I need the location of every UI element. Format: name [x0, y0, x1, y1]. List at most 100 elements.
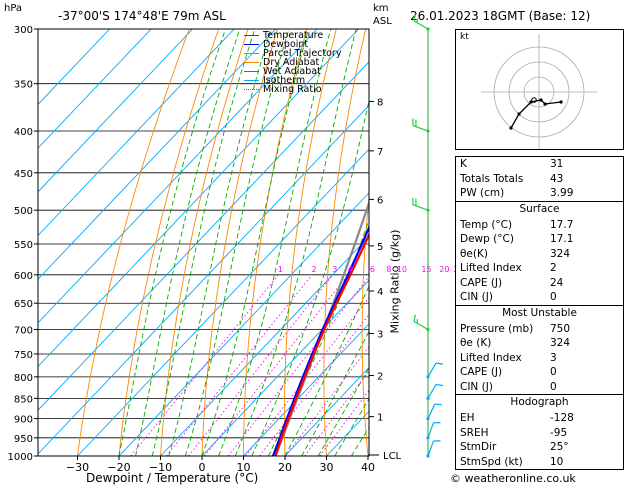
- pressure-tick-label: 500: [14, 206, 33, 217]
- legend-label: Parcel Trajectory: [263, 48, 342, 59]
- wet-adiabat-line: [218, 29, 332, 456]
- isotherm-line: [201, 279, 369, 456]
- pressure-tick-label: 900: [14, 415, 33, 426]
- wind-barb: [413, 314, 430, 332]
- hpa-label: hPa: [4, 3, 23, 14]
- pressure-tick-label: 650: [14, 299, 33, 310]
- index-key: StmDir: [460, 441, 497, 453]
- index-row: θe (K) 324: [456, 336, 623, 351]
- km-tick-label: 1: [377, 413, 383, 424]
- dry-adiabat-line: [399, 29, 424, 456]
- isotherm-line: [38, 29, 110, 106]
- index-row: Totals Totals 43: [456, 172, 623, 187]
- wet-adiabat-line: [168, 29, 272, 456]
- pressure-tick-label: 350: [14, 80, 33, 91]
- index-value: 324: [550, 337, 571, 349]
- legend-label: Isotherm: [263, 75, 306, 86]
- legend-item: Dry Adiabat: [244, 58, 341, 67]
- wet-adiabat-line: [118, 29, 227, 456]
- hodograph-point: [509, 126, 513, 130]
- wind-barb: [426, 422, 441, 440]
- isotherm-line: [77, 148, 369, 456]
- mixing-ratio-label: 15: [421, 265, 431, 274]
- legend-label: Temperature: [263, 30, 324, 41]
- isotherm-line: [284, 366, 369, 456]
- index-row: StmSpd (kt) 10: [456, 455, 623, 470]
- section-header: Hodograph: [456, 394, 623, 411]
- parcel-trajectory-line: [274, 199, 369, 456]
- mixing-ratio-line: [204, 274, 349, 456]
- x-tick-label: 30: [320, 461, 334, 474]
- index-row: EH -128: [456, 411, 623, 426]
- index-value: -128: [550, 412, 574, 424]
- wind-barb: [426, 440, 441, 458]
- index-row: Temp (°C) 17.7: [456, 218, 623, 233]
- wind-barb: [426, 403, 442, 421]
- hodograph-chart: [481, 34, 597, 150]
- dewpoint-line: [271, 224, 369, 456]
- legend: Temperature Dewpoint Parcel Trajectory Dry …: [244, 31, 341, 94]
- index-value: 2: [550, 262, 557, 274]
- storm-motion-marker: [531, 97, 537, 103]
- mixing-ratio-line: [166, 274, 313, 456]
- index-value: 750: [550, 322, 571, 335]
- axes: 1234681015202530035040045050055060065070…: [8, 25, 464, 474]
- index-row: StmDir 25°: [456, 440, 623, 455]
- index-key: CIN (J): [460, 291, 493, 303]
- pressure-tick-label: 700: [14, 326, 33, 337]
- dry-adiabat-line: [118, 29, 220, 456]
- mixing-ratio-label: 20: [439, 265, 449, 274]
- km-tick-label: 6: [377, 195, 383, 206]
- wet-adiabat-line: [151, 29, 256, 456]
- mixing-ratio-line: [188, 274, 334, 456]
- mixing-ratio-label: 1: [278, 265, 283, 274]
- index-key: CIN (J): [460, 380, 493, 393]
- dry-adiabat-line: [435, 29, 454, 456]
- index-key: θe(K): [460, 247, 488, 260]
- index-key: Lifted Index: [460, 351, 522, 364]
- index-key: PW (cm): [460, 187, 505, 199]
- index-row: PW (cm) 3.99: [456, 186, 623, 201]
- mixing-ratio-label: 10: [397, 265, 407, 274]
- index-key: CAPE (J): [460, 276, 503, 289]
- legend-swatch: [244, 71, 259, 72]
- index-row: K 31: [456, 157, 623, 172]
- index-value: 0: [550, 366, 557, 378]
- index-value: 3.99: [550, 187, 574, 199]
- pressure-tick-label: 450: [14, 169, 33, 180]
- wind-barb: [413, 13, 430, 31]
- hodograph-unit-label: kt: [460, 32, 469, 42]
- hodograph-point: [543, 102, 547, 106]
- index-value: 24: [550, 276, 564, 289]
- wet-adiabat-line: [201, 29, 310, 456]
- index-key: StmSpd (kt): [460, 455, 523, 468]
- wind-barbs: [412, 13, 444, 458]
- km-tick-label: 3: [377, 330, 383, 341]
- asl-label: ASL: [373, 16, 392, 27]
- legend-item: Mixing Ratio: [244, 85, 341, 94]
- isotherm-line: [38, 104, 369, 455]
- pressure-tick-label: 600: [14, 271, 33, 282]
- wet-adiabat-line: [334, 398, 369, 456]
- section-header: Most Unstable: [456, 304, 623, 322]
- wet-adiabat-line: [317, 366, 369, 456]
- wet-adiabat-line: [251, 98, 369, 456]
- mixing-ratio-label: 6: [370, 265, 375, 274]
- index-key: θe (K): [460, 337, 492, 349]
- mixing-ratio-label: 4: [348, 265, 353, 274]
- index-key: Dewp (°C): [460, 233, 514, 245]
- legend-item: Parcel Trajectory: [244, 49, 341, 58]
- isotherm-line: [38, 29, 276, 280]
- km-tick-label: 8: [377, 97, 383, 108]
- mixing-ratio-axis-label: Mixing Ratio (g/kg): [388, 229, 402, 334]
- section-header: Surface: [456, 200, 623, 218]
- pressure-tick-label: 850: [14, 394, 33, 405]
- index-key: Pressure (mb): [460, 322, 534, 335]
- legend-swatch: [244, 53, 259, 54]
- temperature-line: [274, 232, 369, 456]
- mixing-ratio-label: 8: [386, 265, 391, 274]
- pressure-tick-label: 300: [14, 25, 33, 36]
- profiles: [271, 199, 369, 456]
- pressure-tick-label: 800: [14, 373, 33, 384]
